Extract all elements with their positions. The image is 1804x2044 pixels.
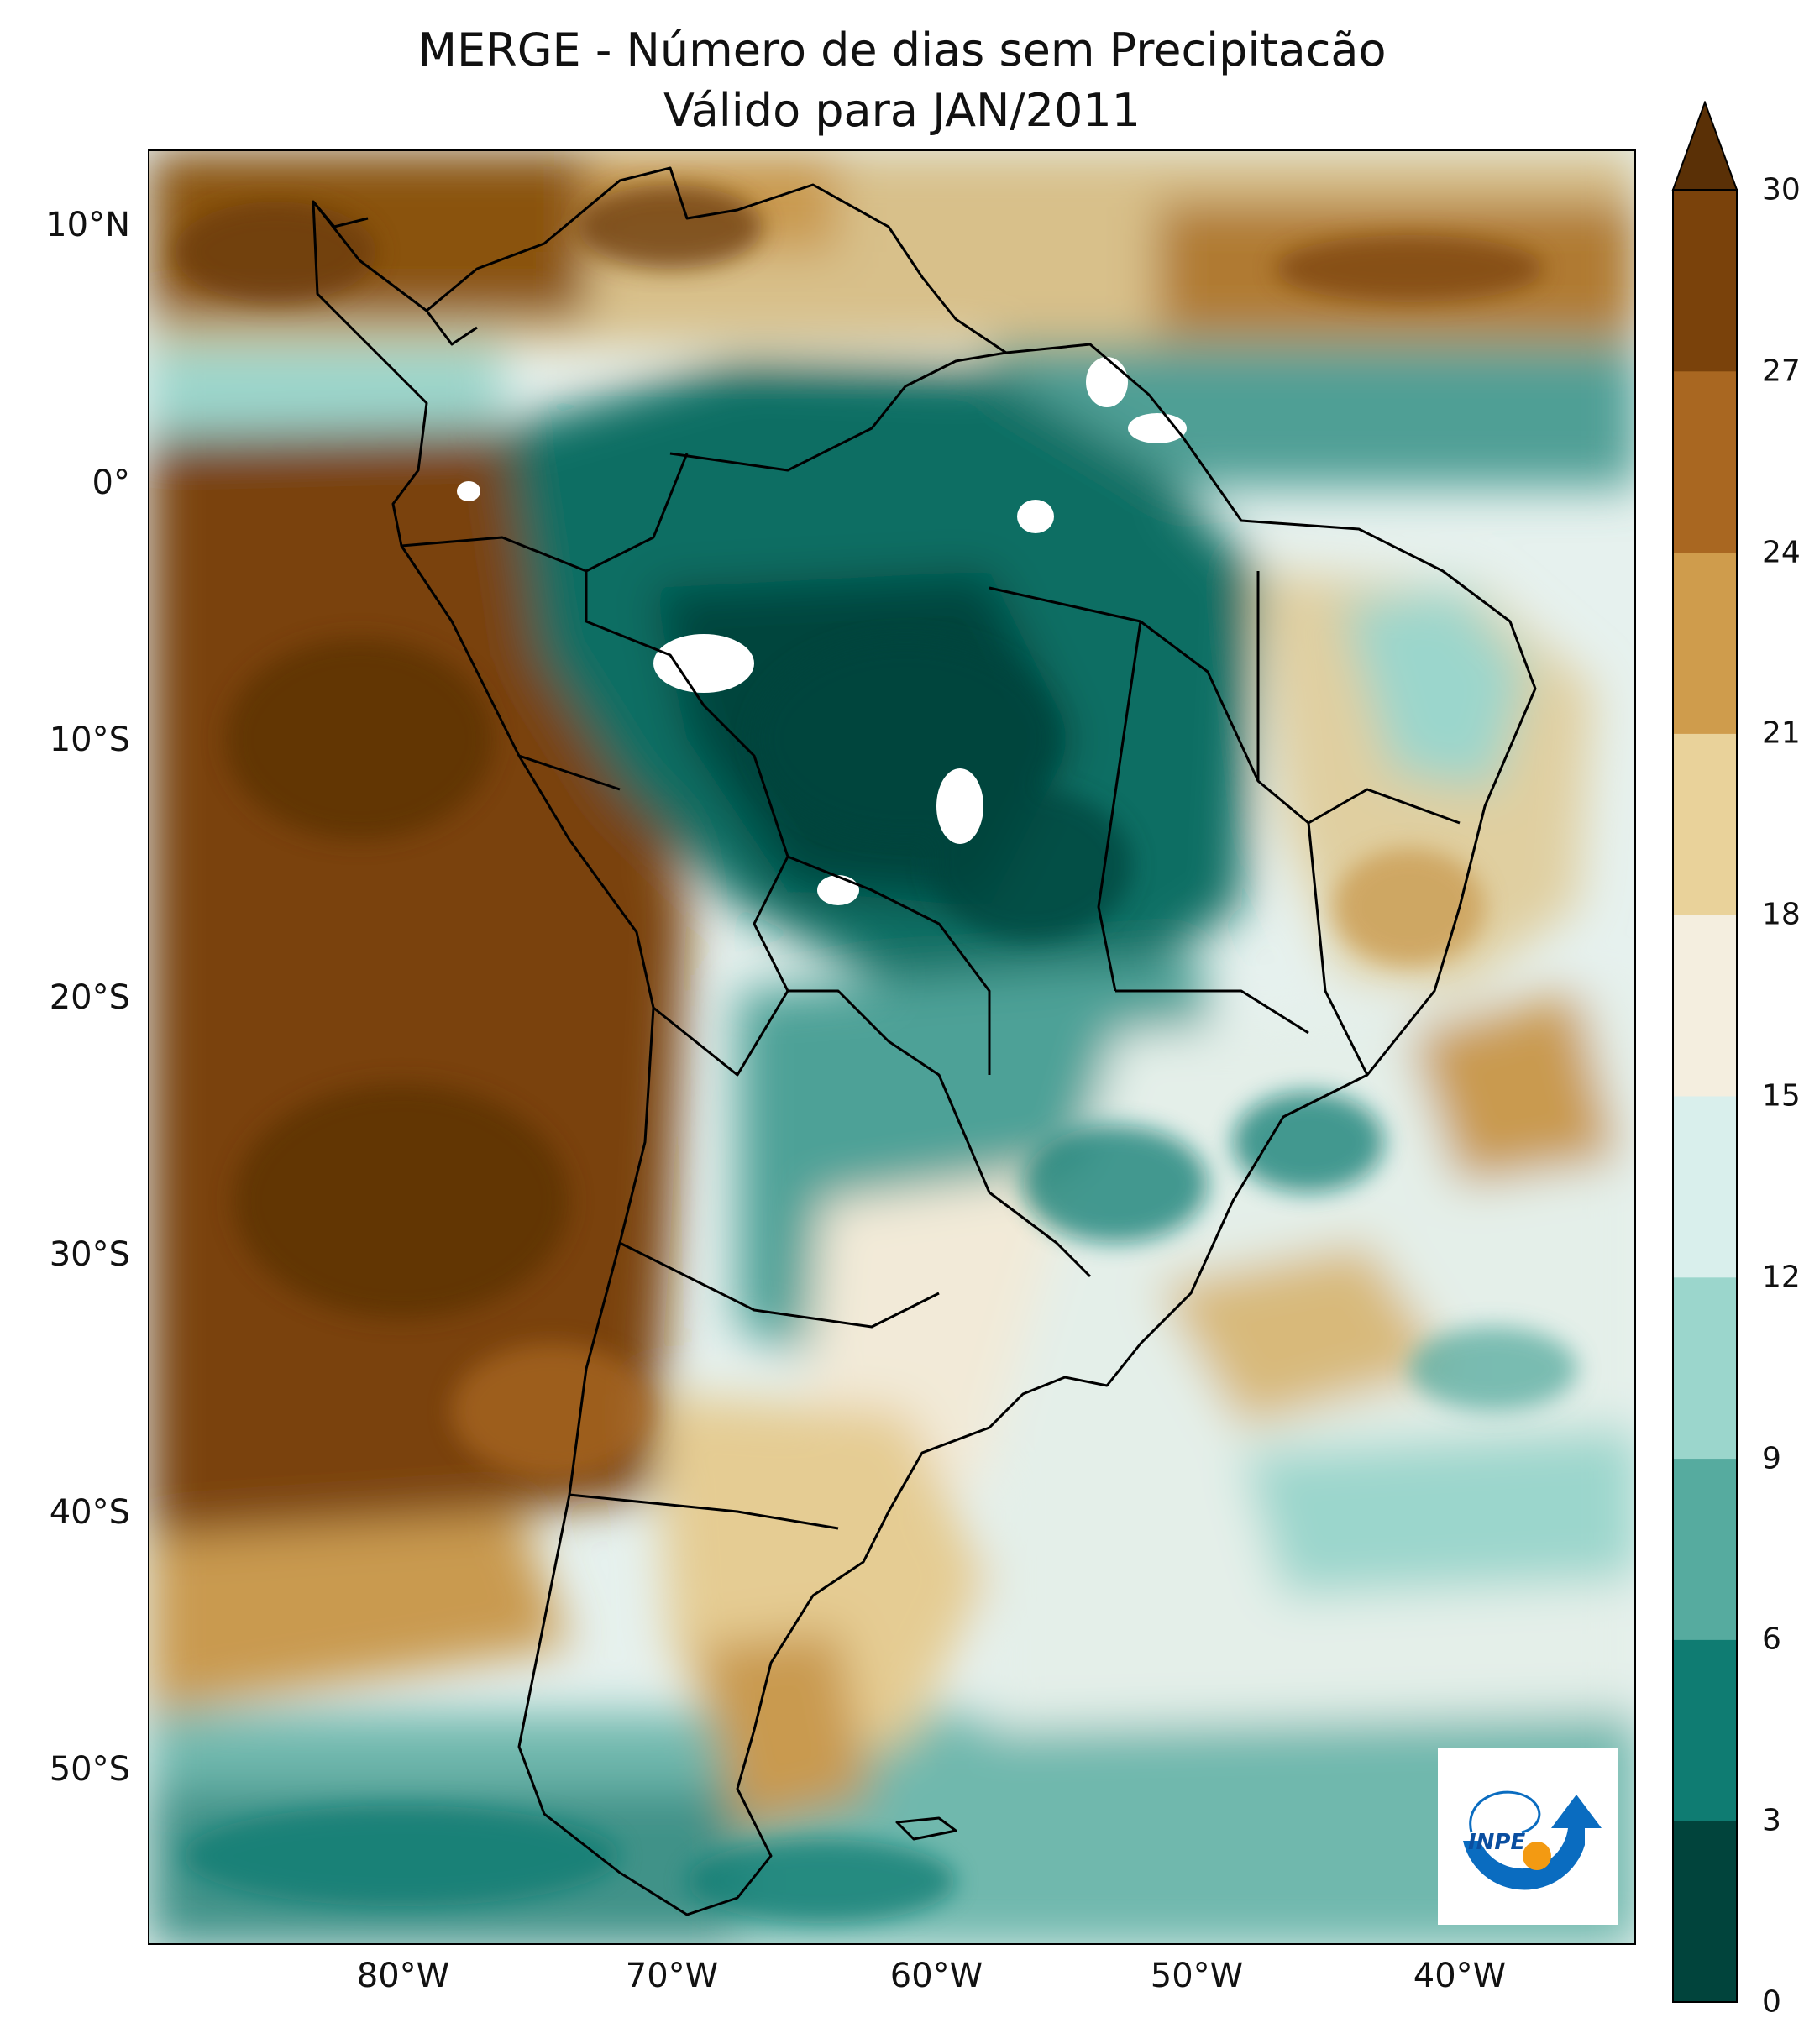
colorbar-tick-label: 3	[1762, 1803, 1781, 1838]
colorbar-bin	[1673, 1821, 1737, 2003]
lat-tick-50s: 50°S	[49, 1750, 130, 1789]
central-america	[312, 201, 478, 346]
lat-tick-40s: 40°S	[49, 1493, 130, 1532]
colorbar-tick-label: 12	[1762, 1260, 1801, 1295]
colorbar-extend-arrow	[1671, 101, 1738, 191]
colorbar-outline	[1672, 189, 1738, 2003]
brazil-states	[989, 571, 1461, 1076]
south-america-coastline	[312, 166, 1537, 1916]
colorbar-bin	[1673, 190, 1737, 372]
colorbar-bin	[1673, 733, 1737, 915]
country-borders	[312, 166, 1537, 1916]
precip-texture	[175, 185, 1577, 1923]
lon-tick-40w: 40°W	[1413, 1957, 1507, 1995]
map-title: MERGE - Número de dias sem Precipitacão	[417, 24, 1387, 76]
colorbar-tick-label: 18	[1762, 897, 1801, 932]
lat-tick-30s: 30°S	[49, 1235, 130, 1274]
logo-text: INPE	[1468, 1830, 1525, 1855]
colorbar-tick-label: 6	[1762, 1622, 1781, 1657]
colorbar-bin	[1673, 1458, 1737, 1640]
logo-orbit	[1469, 1790, 1541, 1834]
inpe-logo: INPE	[1438, 1748, 1618, 1925]
colorbar-tick-label: 30	[1762, 172, 1801, 207]
colorbar-tick-label: 21	[1762, 715, 1801, 751]
lon-tick-60w: 60°W	[889, 1957, 983, 1995]
map-subtitle: Válido para JAN/2011	[663, 84, 1141, 137]
falklands	[895, 1816, 957, 1841]
lon-tick-80w: 80°W	[356, 1957, 450, 1995]
lon-tick-50w: 50°W	[1150, 1957, 1244, 1995]
colorbar-tick-label: 24	[1762, 535, 1801, 570]
lat-tick-10n: 10°N	[45, 206, 130, 244]
colorbar-tick-label: 0	[1762, 1984, 1781, 2020]
colorbar-tick-label: 15	[1762, 1078, 1801, 1114]
colorbar-tick-label: 27	[1762, 354, 1801, 389]
andes-borders	[401, 536, 940, 1530]
no-data-patches	[457, 357, 1187, 905]
colorbar-bin	[1673, 915, 1737, 1097]
brazil-border	[585, 351, 1092, 1278]
lat-tick-0: 0°	[92, 464, 130, 502]
lat-tick-20s: 20°S	[49, 978, 130, 1017]
colorbar-bin	[1673, 1276, 1737, 1460]
precip-field	[149, 151, 1634, 1943]
colorbar-bin	[1673, 370, 1737, 553]
precipitation-map	[149, 151, 1634, 1943]
colorbar-bin	[1673, 1096, 1737, 1278]
colorbar	[1671, 101, 1738, 2003]
logo-swoosh	[1463, 1795, 1602, 1890]
colorbar-bin	[1673, 1639, 1737, 1821]
colorbar-bin	[1673, 552, 1737, 734]
colorbar-tick-label: 9	[1762, 1441, 1781, 1476]
lat-tick-10s: 10°S	[49, 721, 130, 759]
map-frame	[148, 149, 1636, 1945]
logo-sun	[1523, 1842, 1551, 1870]
lon-tick-70w: 70°W	[625, 1957, 719, 1995]
